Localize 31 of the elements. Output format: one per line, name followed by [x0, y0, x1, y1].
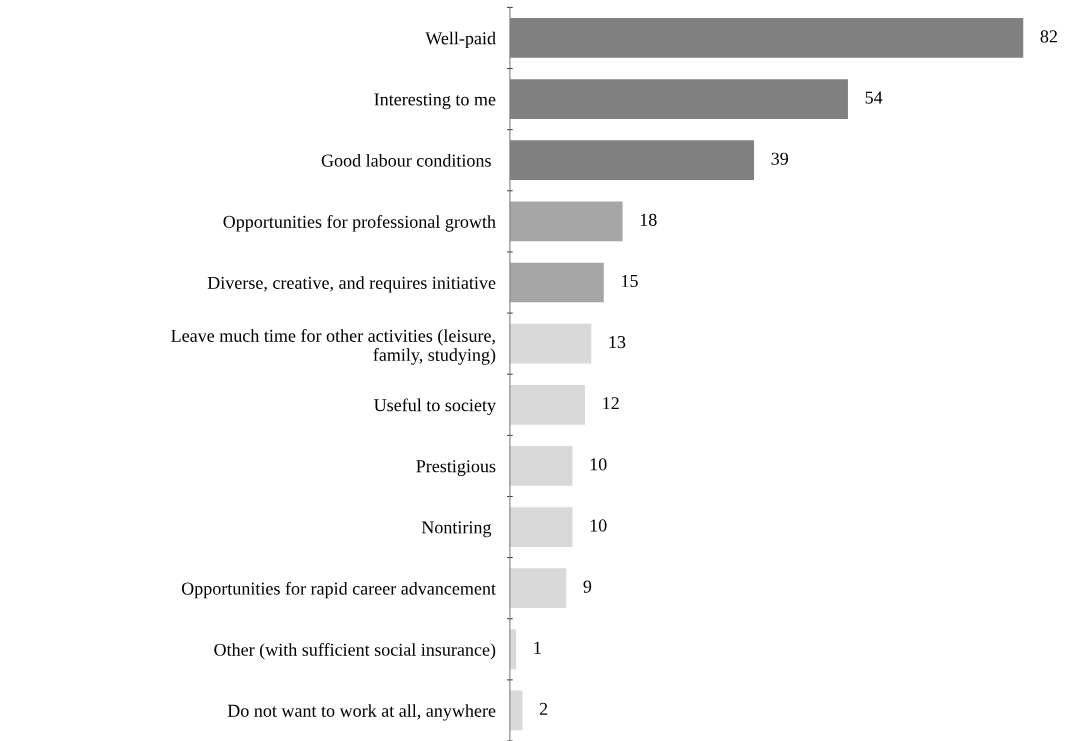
- y-tick-label: Diverse, creative, and requires initiative: [207, 276, 496, 293]
- data-label: 18: [640, 213, 657, 226]
- bar: [509, 323, 592, 364]
- data-label: 54: [865, 91, 883, 104]
- y-tick-label: Opportunities for professional growth: [223, 215, 496, 232]
- y-tick-label: Nontiring: [421, 521, 492, 538]
- bar: [509, 384, 586, 425]
- y-tick-label: Prestigious: [416, 460, 496, 477]
- bar: [509, 568, 567, 609]
- data-label: 1: [534, 641, 541, 654]
- data-label: 10: [590, 458, 607, 471]
- y-tick-label: Opportunities for rapid career advancement: [181, 581, 496, 599]
- y-tick-label: Good labour conditions: [321, 153, 491, 167]
- y-tick-label: Leave much time for other activities (leisure, family, studying): [171, 329, 496, 365]
- y-tick-label: Interesting to me: [374, 93, 496, 110]
- bar: [509, 262, 604, 303]
- y-tick-label: Do not want to work at all, anywhere: [227, 704, 496, 721]
- data-label: 10: [590, 519, 607, 532]
- y-tick-label: Useful to society: [374, 398, 496, 416]
- data-label: 9: [583, 580, 592, 593]
- data-label: 39: [771, 152, 789, 165]
- data-label: 13: [609, 336, 626, 349]
- bar: [509, 201, 623, 242]
- bar: [509, 507, 573, 547]
- data-label: 12: [603, 397, 619, 410]
- y-tick-label: Well-paid: [425, 31, 496, 49]
- data-label: 15: [622, 274, 638, 288]
- y-tick-label: Other (with sufficient social insurance): [214, 642, 496, 660]
- data-label: 2: [539, 702, 548, 715]
- data-label: 82: [1040, 30, 1057, 43]
- bar: [509, 446, 573, 486]
